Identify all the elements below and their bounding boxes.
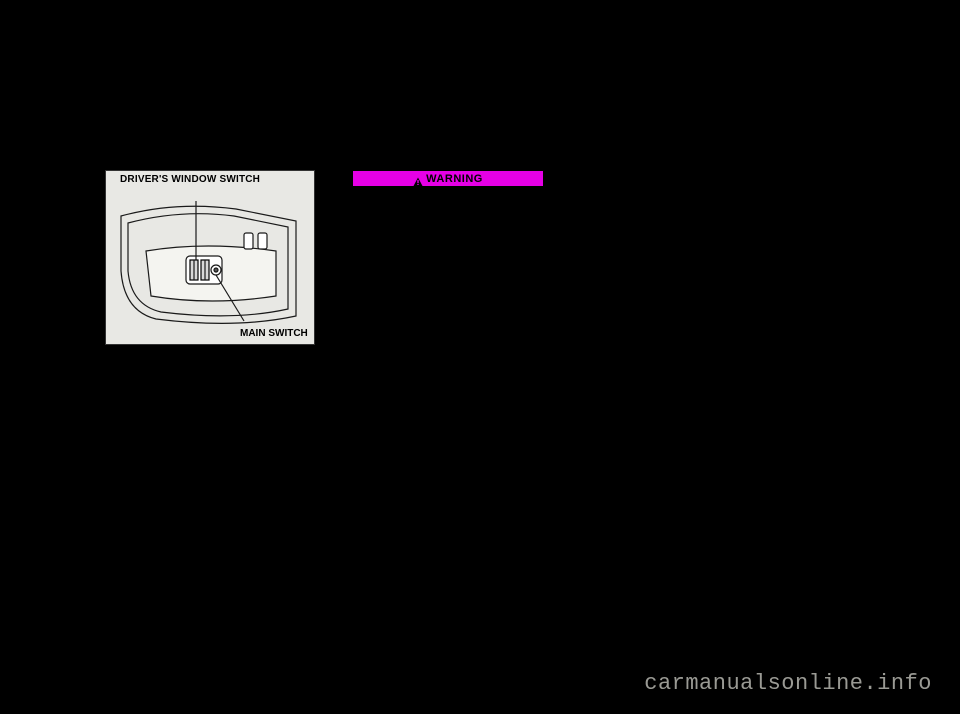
door-panel-illustration bbox=[116, 201, 306, 331]
warning-label: WARNING bbox=[426, 173, 483, 185]
warning-banner: WARNING bbox=[352, 170, 544, 187]
manual-page: DRIVER'S WINDOW SWITCH MAIN SWITCH WARNI… bbox=[80, 100, 880, 600]
watermark-text: carmanualsonline.info bbox=[644, 671, 932, 696]
door-switch-figure bbox=[105, 170, 315, 345]
figure-label-driver-switch: DRIVER'S WINDOW SWITCH bbox=[120, 174, 260, 185]
door-panel-svg bbox=[116, 201, 306, 331]
warning-triangle-icon bbox=[413, 174, 423, 184]
figure-label-main-switch: MAIN SWITCH bbox=[240, 328, 308, 339]
